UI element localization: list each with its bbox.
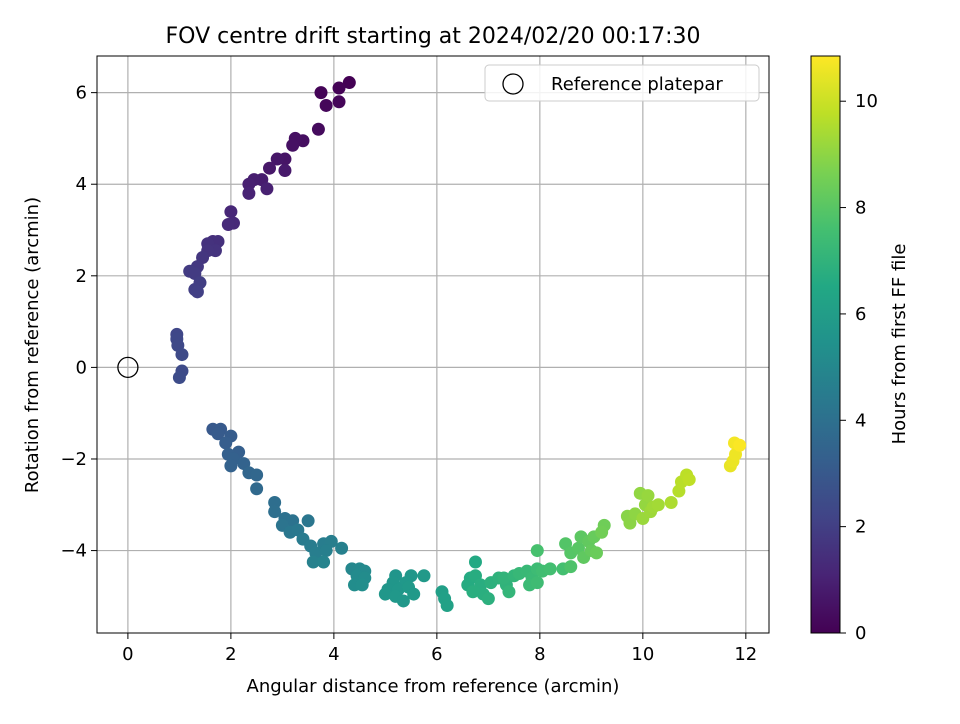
data-point [250,468,264,482]
y-tick-label: 2 [76,266,87,287]
legend: Reference platepar [484,64,760,102]
data-point [332,95,346,109]
x-tick-label: 8 [534,644,545,665]
data-point [466,585,480,599]
data-point [417,569,431,583]
colorbar-tick-label: 0 [855,623,866,644]
colorbar-gradient [810,55,841,634]
colorbar-tick-label: 2 [855,517,866,538]
data-point [530,576,544,590]
data-point [278,163,292,177]
data-point [219,436,233,450]
plot-area-frame [96,55,770,634]
x-tick-label: 12 [734,644,757,665]
data-point [286,138,300,152]
colorbar-tick-label: 4 [855,410,866,431]
data-point [378,587,392,601]
data-point [502,585,516,599]
colorbar-tick-label: 10 [855,91,878,112]
x-tick-label: 0 [122,644,133,665]
legend-label-reference: Reference platepar [551,74,723,95]
reference-layer [117,356,139,379]
data-point [242,186,256,200]
data-point [211,427,225,441]
data-point [175,348,189,362]
data-point [311,122,325,136]
colorbar-tick-label: 8 [855,198,866,219]
chart-title: FOV centre drift starting at 2024/02/20 … [166,24,701,49]
data-point [651,498,665,512]
colorbar-label: Hours from first FF file [889,244,910,445]
data-point [268,505,282,519]
colorbar-ticks: 0 2 4 6 8 10 [840,91,878,644]
x-tick-label: 6 [431,644,442,665]
data-point [440,599,454,613]
x-tick-label: 4 [328,644,339,665]
data-point [407,587,421,601]
data-point [268,495,282,509]
x-tick-label: 2 [225,644,236,665]
y-tick-label: 0 [76,357,87,378]
data-point [319,98,333,112]
y-tick-label: 6 [76,83,87,104]
data-point [530,544,544,558]
data-point [221,218,235,232]
data-point [335,541,349,555]
y-tick-label: 4 [76,174,87,195]
data-point [319,544,333,558]
data-point [497,571,511,585]
y-axis-ticks: −4 −2 0 2 4 6 [60,83,97,562]
data-point [589,546,603,560]
data-point [317,555,331,569]
data-point [481,592,495,606]
data-point [270,152,284,166]
x-tick-label: 10 [631,644,654,665]
data-point [468,555,482,569]
data-point [306,555,320,569]
data-point [664,495,678,509]
data-point [682,473,696,487]
data-point [595,525,609,539]
y-tick-label: −4 [60,541,87,562]
data-point [242,177,256,191]
colorbar-tick-label: 6 [855,304,866,325]
data-point [172,370,186,384]
data-point [263,161,277,175]
data-point [314,86,328,100]
colorbar: 0 2 4 6 8 10 Hours from first FF file [810,55,910,644]
legend-box [484,64,760,102]
data-points [170,76,747,613]
data-point [250,482,264,496]
data-point [355,578,369,592]
data-point [260,182,274,196]
data-point [641,489,655,503]
x-axis-label: Angular distance from reference (arcmin) [247,676,620,697]
data-point [733,438,747,452]
data-point [190,285,204,299]
y-tick-label: −2 [60,449,87,470]
y-axis-label: Rotation from reference (arcmin) [22,197,43,493]
data-point [396,594,410,608]
data-point [224,205,238,219]
data-point [332,81,346,95]
reference-platepar-marker [117,356,139,379]
data-point [224,459,238,473]
data-point [342,76,356,90]
data-point [564,560,578,574]
data-point [543,562,557,576]
data-point [301,514,315,528]
x-axis-ticks: 0 2 4 6 8 10 12 [122,633,757,665]
grid-lines [97,56,769,633]
legend-marker-reference [502,73,524,95]
